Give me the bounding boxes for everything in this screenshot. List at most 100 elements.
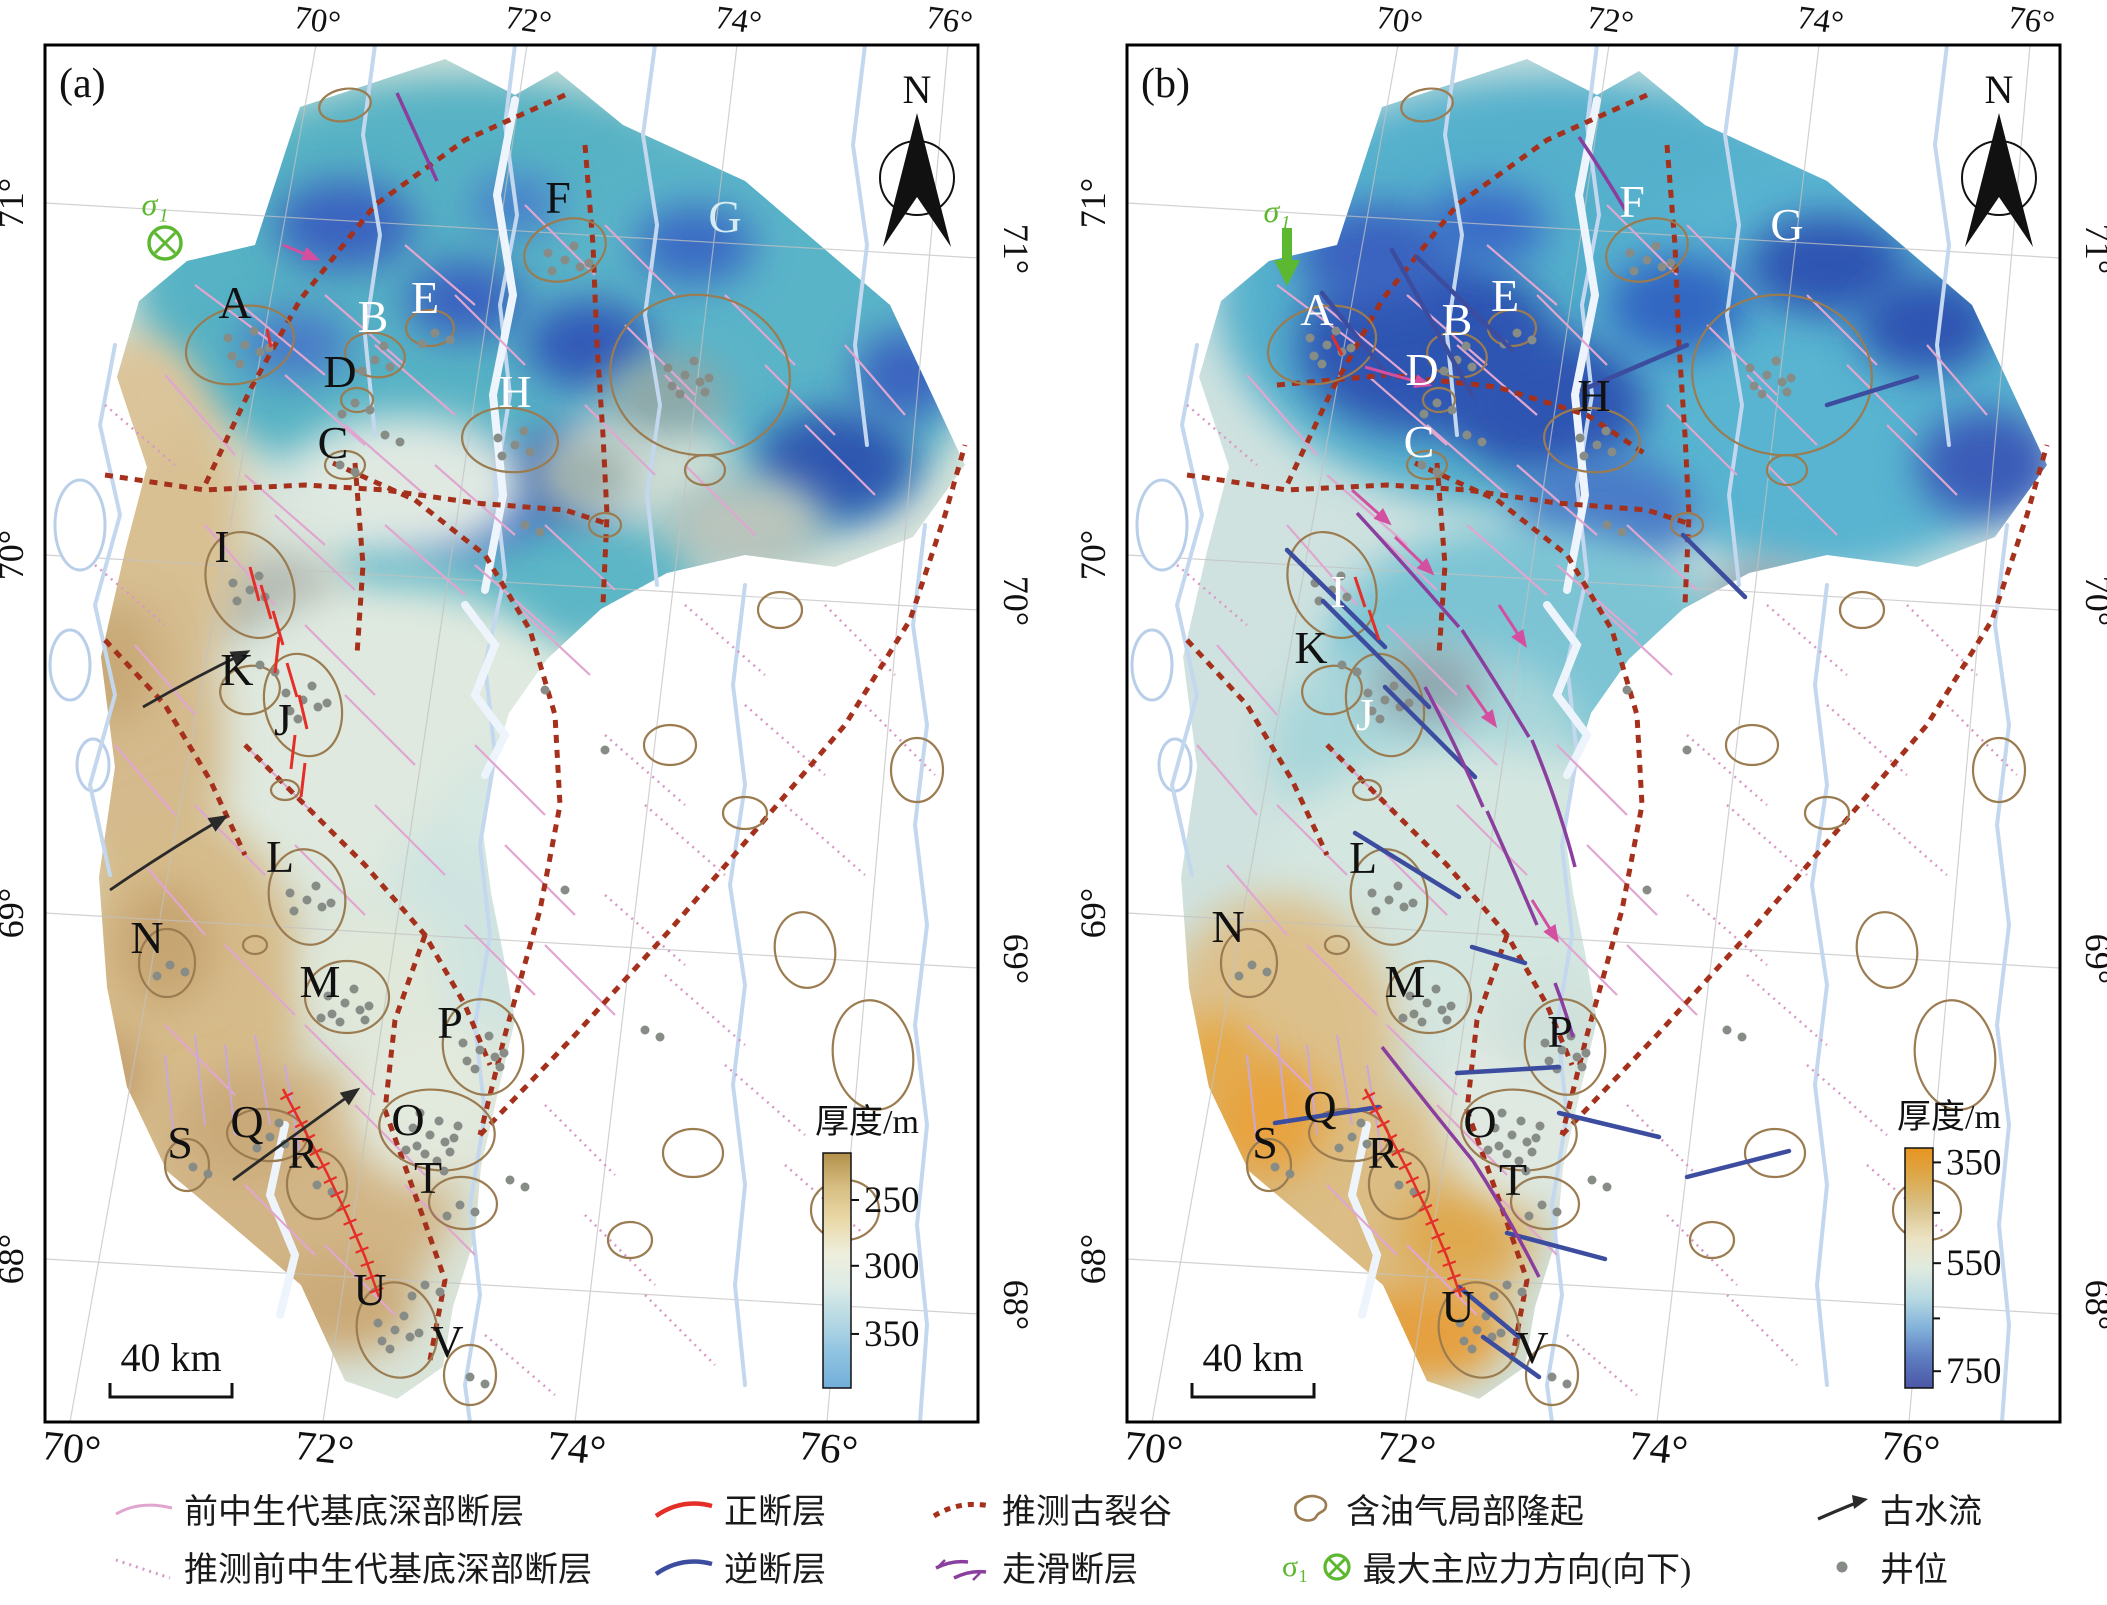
svg-text:68°: 68° (1073, 1234, 1113, 1284)
uplift-label-E: E (1491, 270, 1519, 321)
svg-text:350: 350 (1946, 1142, 2002, 1183)
svg-text:72°: 72° (1375, 1423, 1438, 1470)
uplift-label-M: M (300, 956, 341, 1007)
legend-item-strike-slip-fault: 走滑断层 (930, 1542, 1138, 1591)
svg-text:70°: 70° (0, 530, 31, 580)
svg-text:70°: 70° (1374, 0, 1425, 42)
uplift-label-R: R (288, 1127, 319, 1178)
legend-item-inferred-paleorift: 推测古裂谷 (930, 1484, 1172, 1533)
uplift-label-J: J (274, 694, 292, 745)
uplift-label-I: I (1330, 566, 1345, 617)
svg-text:250: 250 (864, 1180, 920, 1221)
uplift-label-D: D (1405, 344, 1438, 395)
uplift-label-A: A (218, 277, 251, 328)
legend-item-inferred-basement-fault: 推测前中生代基底深部断层 (112, 1542, 592, 1591)
uplift-label-Q: Q (1303, 1081, 1336, 1132)
svg-text:70°: 70° (2078, 576, 2107, 626)
uplift-label-S: S (167, 1117, 193, 1168)
uplift-label-O: O (1463, 1096, 1496, 1147)
colorbar-title: 厚度/m (815, 1103, 919, 1141)
svg-text:N: N (903, 67, 932, 112)
svg-text:69°: 69° (2078, 934, 2107, 984)
uplift-label-B: B (358, 291, 389, 342)
blue-line-icon (654, 1558, 713, 1576)
uplift-label-D: D (323, 346, 356, 397)
legend-label: 正断层 (724, 1494, 826, 1531)
svg-text:69°: 69° (996, 934, 1036, 984)
uplift-label-U: U (353, 1264, 386, 1315)
svg-text:σ₁: σ₁ (1264, 193, 1291, 229)
uplift-label-A: A (1300, 284, 1333, 335)
panel-label-a: (a) (59, 61, 106, 107)
svg-text:69°: 69° (0, 888, 31, 938)
svg-text:70°: 70° (40, 1423, 103, 1470)
svg-text:74°: 74° (713, 0, 764, 42)
svg-text:76°: 76° (924, 0, 975, 42)
legend: 前中生代基底深部断层 推测前中生代基底深部断层 正断层 逆断层 推测古裂谷 (0, 1470, 2107, 1605)
legend-item-max-principal-stress: σ₁ 最大主应力方向(向下) (1282, 1542, 1691, 1591)
sigma1-stress-symbol: σ₁ (1264, 193, 1300, 286)
scale-bar: 40 km (1190, 1335, 1316, 1399)
strike-slip-icon (935, 1558, 987, 1581)
svg-text:300: 300 (864, 1246, 920, 1287)
uplift-label-B: B (1442, 294, 1473, 345)
sigma1-stress-symbol: σ₁ (142, 186, 183, 261)
uplift-label-K: K (1294, 622, 1327, 673)
fault-overlays (109, 92, 439, 1298)
svg-text:69°: 69° (1073, 888, 1113, 938)
axis-labels: 70° 72° 74° 76° 70° 72° 74° 76° 71° 70° 69° 68° 71° 7… (0, 0, 1036, 1475)
uplift-label-I: I (214, 521, 229, 572)
red-line-icon (654, 1500, 713, 1518)
uplift-label-J: J (1356, 689, 1374, 740)
colorbar: 厚度/m 350 550 750 (1897, 1098, 2002, 1392)
well-dot-icon (1836, 1561, 1848, 1572)
svg-text:74°: 74° (1795, 0, 1846, 42)
svg-text:N: N (1985, 67, 2014, 112)
scale-bar: 40 km (108, 1335, 234, 1399)
svg-text:70°: 70° (1122, 1423, 1185, 1470)
legend-label: 推测古裂谷 (1002, 1494, 1172, 1531)
uplift-label-C: C (1404, 416, 1435, 467)
legend-label: 最大主应力方向(向下) (1362, 1552, 1692, 1589)
well-locations (152, 241, 714, 1389)
legend-label: 井位 (1880, 1552, 1948, 1589)
svg-text:76°: 76° (2006, 0, 2057, 42)
legend-item-normal-fault: 正断层 (652, 1484, 826, 1533)
svg-text:72°: 72° (293, 1423, 356, 1470)
uplift-letters: A B CD E F G H I JK L M N OP QR S T UV (1211, 176, 1803, 1373)
legend-item-paleocurrent: 古水流 (1812, 1484, 1982, 1533)
pink-dotted-line-icon (115, 1558, 171, 1579)
uplift-label-S: S (1252, 1117, 1278, 1168)
svg-text:40 km: 40 km (120, 1335, 221, 1380)
legend-item-well-location: 井位 (1812, 1542, 1948, 1591)
uplift-label-C: C (318, 417, 349, 468)
svg-text:σ₁: σ₁ (142, 186, 169, 222)
uplift-label-L: L (1349, 832, 1377, 883)
svg-text:70°: 70° (996, 576, 1036, 626)
dark-red-dotted-icon (932, 1501, 991, 1518)
uplift-label-O: O (391, 1094, 424, 1145)
uplift-label-N: N (1211, 901, 1244, 952)
legend-item-oil-gas-uplift: 含油气局部隆起 (1282, 1484, 1584, 1533)
paleo-rift-lines (1185, 92, 2050, 1361)
uplift-label-T: T (414, 1152, 442, 1203)
pink-line-icon (115, 1503, 173, 1515)
colorbar: 厚度/m 250 300 350 (815, 1103, 920, 1389)
fault-overlays (1272, 136, 1920, 1380)
north-arrow: N (879, 67, 955, 247)
rivers (1130, 45, 2012, 1422)
svg-text:71°: 71° (1073, 178, 1113, 228)
svg-text:70°: 70° (292, 0, 343, 42)
stress-circle-cross-icon (1323, 1552, 1351, 1581)
uplift-label-N: N (130, 912, 163, 963)
north-arrow: N (1961, 67, 2037, 247)
svg-text:71°: 71° (2078, 224, 2107, 274)
svg-text:750: 750 (1946, 1351, 2002, 1392)
svg-text:71°: 71° (996, 224, 1036, 274)
svg-text:68°: 68° (2078, 1280, 2107, 1330)
uplift-label-T: T (1499, 1154, 1527, 1205)
uplift-label-M: M (1385, 956, 1426, 1007)
